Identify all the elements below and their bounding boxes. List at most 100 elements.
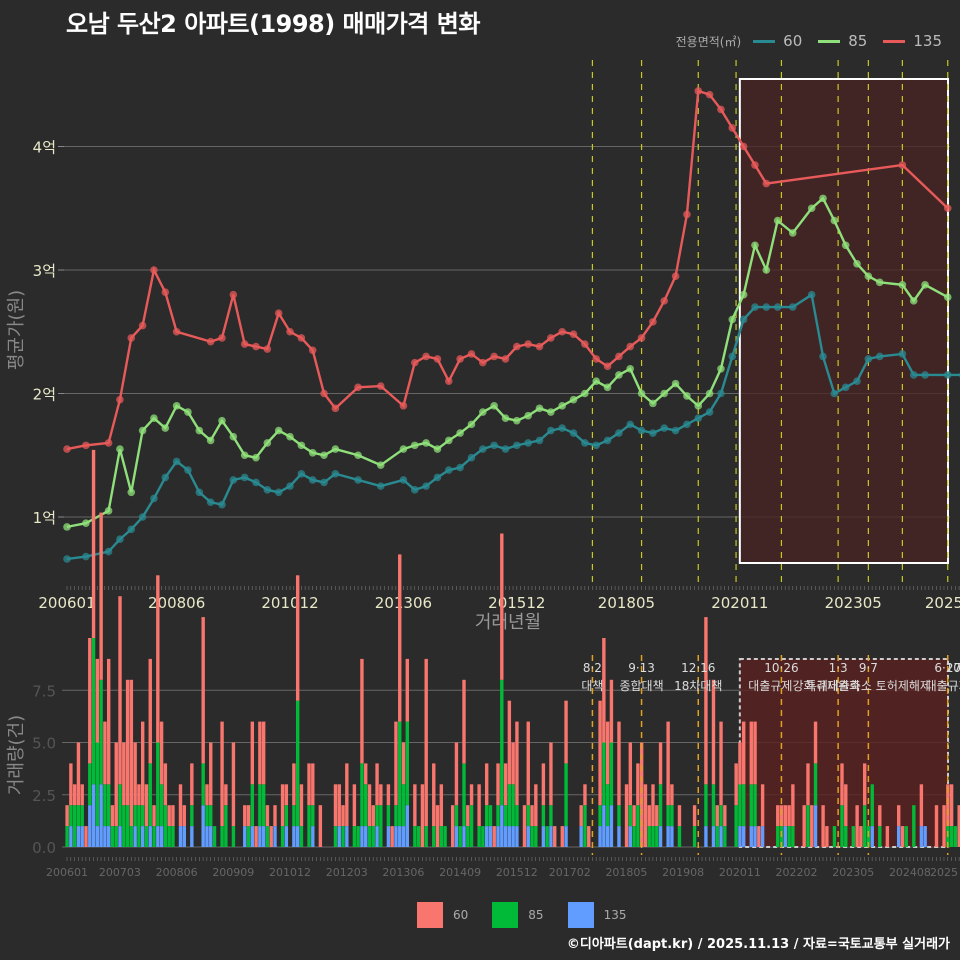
volume-bar — [549, 826, 553, 847]
footer-credit: ©디아파트(dapt.kr) / 2025.11.13 / 자료=국토교통부 실… — [566, 937, 950, 952]
data-point — [104, 439, 113, 447]
volume-bar — [500, 679, 504, 806]
data-point — [683, 392, 691, 400]
volume-bar — [171, 826, 175, 847]
volume-bar — [129, 826, 134, 847]
volume-bar — [953, 826, 958, 847]
volume-bar — [379, 805, 383, 847]
volume-bar — [534, 826, 538, 847]
volume-bar — [337, 826, 341, 847]
x-tick-label: 202305 — [832, 866, 874, 879]
data-point — [195, 488, 204, 497]
volume-bar — [118, 596, 122, 785]
legend-swatch-85 — [492, 902, 519, 928]
data-point — [331, 445, 340, 453]
data-point — [592, 441, 600, 450]
volume-bar — [946, 784, 950, 827]
volume-bar — [394, 805, 398, 827]
volume-bar — [88, 638, 92, 764]
x-tick-label: 201306 — [375, 594, 432, 612]
data-point — [410, 441, 419, 450]
volume-bar — [503, 805, 508, 827]
data-point — [467, 420, 476, 429]
volume-bar — [416, 826, 421, 847]
volume-bar — [511, 826, 515, 847]
data-point — [683, 210, 691, 219]
volume-bar — [753, 721, 757, 785]
volume-bar — [91, 638, 96, 785]
y-tick-label: 2.5 — [32, 787, 56, 805]
volume-bar — [144, 826, 149, 847]
volume-bar — [220, 721, 224, 827]
data-point — [479, 408, 487, 416]
volume-bar — [791, 826, 795, 847]
data-point — [524, 411, 532, 420]
data-point — [218, 416, 226, 425]
data-point — [705, 408, 714, 416]
volume-bar — [250, 721, 255, 785]
volume-bar — [299, 826, 304, 847]
data-point — [467, 453, 476, 462]
volume-bar — [515, 826, 519, 847]
policy-date-label: 1·3 — [829, 661, 848, 675]
volume-bar — [666, 805, 670, 827]
y-tick-label: 2억 — [33, 386, 56, 404]
data-point — [921, 371, 929, 379]
volume-bar — [212, 826, 217, 847]
data-point — [331, 404, 340, 413]
data-point — [184, 466, 192, 474]
data-point — [218, 500, 226, 509]
data-point — [150, 494, 158, 503]
data-point — [762, 266, 771, 274]
volume-bar — [141, 826, 145, 847]
data-point — [943, 371, 952, 379]
volume-bar — [375, 763, 379, 806]
volume-bar — [72, 805, 77, 847]
volume-bar — [99, 784, 103, 847]
volume-bar — [292, 805, 296, 827]
data-point — [637, 426, 646, 435]
data-point — [603, 436, 612, 445]
data-point — [626, 342, 635, 351]
data-point — [943, 293, 952, 301]
data-point — [501, 355, 510, 363]
data-point — [592, 377, 600, 385]
volume-bar — [617, 826, 621, 847]
volume-bar — [655, 826, 659, 847]
volume-bar — [69, 805, 73, 827]
data-point — [104, 547, 113, 556]
volume-bar — [261, 721, 266, 785]
volume-bar — [711, 784, 716, 827]
volume-bar — [484, 826, 489, 847]
volume-bar — [753, 784, 757, 827]
volume-bar — [345, 826, 349, 847]
x-tick-label: 201908 — [662, 866, 704, 879]
volume-bar — [704, 826, 708, 847]
data-point — [218, 334, 226, 342]
volume-bar — [549, 805, 553, 827]
data-point — [535, 436, 544, 445]
volume-bar — [258, 784, 262, 827]
volume-bar — [617, 805, 621, 827]
data-point — [501, 414, 510, 423]
data-point — [376, 461, 385, 469]
volume-bar — [110, 805, 115, 827]
data-point — [501, 445, 510, 453]
volume-bar — [367, 784, 372, 827]
volume-bar — [813, 763, 818, 806]
data-point — [717, 105, 725, 114]
data-point — [252, 453, 260, 462]
volume-bar — [541, 763, 546, 806]
volume-bar — [624, 784, 629, 847]
policy-name-label: 종합대책 — [619, 678, 663, 693]
volume-bar — [462, 679, 466, 764]
volume-bar — [942, 805, 946, 847]
policy-date-label: 12·16 — [681, 661, 715, 675]
data-point — [229, 432, 238, 441]
volume-bar — [496, 763, 500, 806]
data-point — [320, 478, 328, 487]
volume-bar — [178, 784, 183, 827]
policy-date-label: 8·2 — [583, 661, 602, 675]
volume-bar — [364, 826, 368, 847]
volume-bar — [76, 742, 81, 806]
